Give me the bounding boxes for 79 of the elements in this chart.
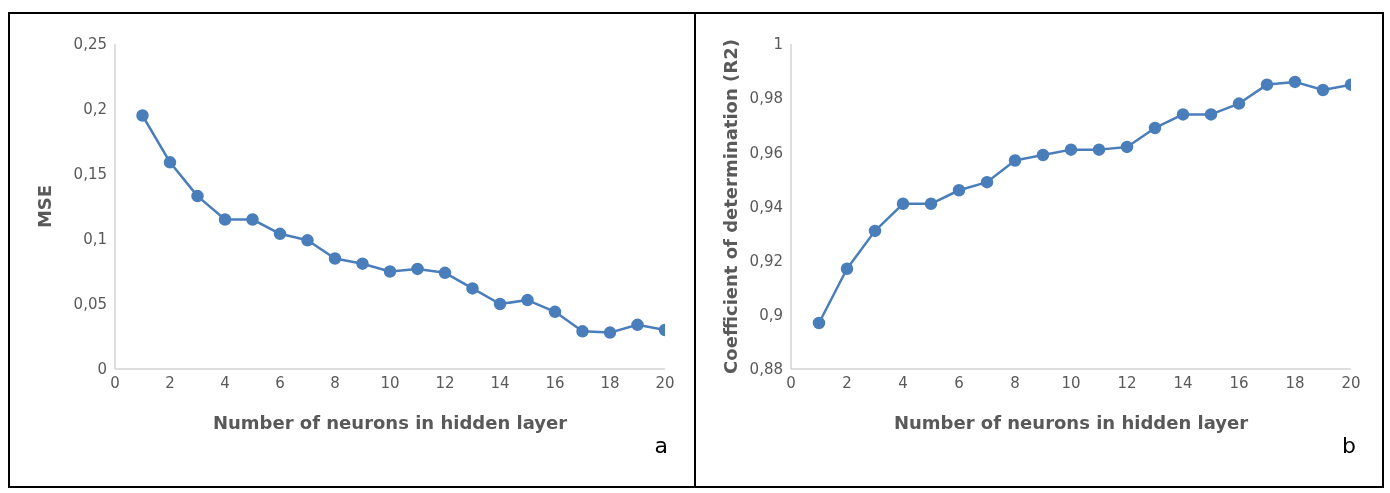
y-tick-label: 1 — [773, 35, 783, 54]
point — [1120, 140, 1134, 154]
point — [273, 227, 287, 241]
x-tick-label: 20 — [1341, 373, 1361, 392]
point — [952, 184, 966, 197]
point — [411, 262, 424, 276]
x-tick-label: 10 — [1061, 373, 1081, 392]
point — [383, 265, 397, 278]
point — [301, 234, 314, 247]
point — [1204, 108, 1218, 121]
point — [466, 282, 479, 295]
y-tick-label: 0 — [97, 360, 107, 379]
point — [924, 197, 938, 211]
x-axis-title: Number of neurons in hidden layer — [212, 412, 568, 433]
point — [896, 197, 910, 211]
point — [521, 293, 534, 307]
point — [812, 316, 826, 330]
point — [548, 305, 562, 319]
point — [328, 252, 342, 265]
x-tick-label: 12 — [1117, 373, 1137, 392]
point — [1148, 121, 1162, 135]
point — [1036, 148, 1050, 162]
x-tick-label: 6 — [954, 373, 964, 392]
point — [493, 297, 507, 311]
y-tick-label: 0,15 — [73, 165, 107, 184]
point — [576, 325, 589, 338]
point — [356, 257, 369, 270]
y-tick-label: 0,1 — [83, 230, 107, 249]
point — [840, 262, 854, 276]
y-tick-label: 0,92 — [749, 251, 783, 270]
point — [1064, 143, 1078, 156]
text: b — [1342, 433, 1356, 458]
y-tick-label: 0,98 — [749, 89, 783, 108]
x-tick-label: 8 — [330, 373, 340, 392]
y-axis-title: MSE — [34, 184, 56, 229]
point — [1176, 108, 1190, 121]
x-tick-label: 18 — [600, 373, 620, 392]
point — [1232, 97, 1246, 110]
x-tick-label: 10 — [380, 373, 400, 392]
point — [246, 213, 259, 226]
point — [1260, 78, 1274, 91]
y-tick-label: 0,25 — [73, 35, 107, 54]
x-tick-label: 0 — [786, 373, 796, 392]
x-axis-title: Number of neurons in hidden layer — [893, 412, 1249, 433]
y-tick-label: 0,94 — [749, 197, 783, 216]
x-tick-label: 0 — [110, 373, 120, 392]
x-tick-label: 16 — [1229, 373, 1249, 392]
x-tick-label: 6 — [275, 373, 285, 392]
point — [1092, 143, 1106, 156]
x-tick-label: 12 — [435, 373, 455, 392]
x-tick-label: 2 — [165, 373, 175, 392]
x-tick-label: 14 — [1173, 373, 1193, 392]
x-tick-label: 4 — [898, 373, 908, 392]
point — [438, 266, 452, 280]
point — [218, 213, 232, 226]
text: a — [654, 433, 668, 458]
x-tick-label: 16 — [545, 373, 565, 392]
point — [191, 189, 204, 203]
y-tick-label: 0,9 — [759, 306, 783, 325]
y-axis-title: Coefficient of determination (R2) — [720, 39, 742, 374]
y-tick-label: 0,2 — [83, 100, 107, 119]
x-tick-label: 8 — [1010, 373, 1020, 392]
x-tick-label: 14 — [490, 373, 510, 392]
point — [980, 175, 994, 189]
point — [1008, 154, 1022, 167]
x-tick-label: 18 — [1285, 373, 1305, 392]
y-tick-label: 0,88 — [749, 360, 783, 379]
y-tick-label: 0,96 — [749, 143, 783, 162]
point — [1316, 83, 1330, 97]
x-tick-label: 2 — [842, 373, 852, 392]
point — [868, 224, 882, 238]
point — [1288, 75, 1302, 89]
x-tick-label: 4 — [220, 373, 230, 392]
y-tick-label: 0,05 — [73, 295, 107, 314]
point — [603, 326, 617, 339]
x-tick-label: 20 — [655, 373, 675, 392]
point — [631, 318, 644, 332]
point — [163, 156, 177, 169]
point — [136, 109, 149, 122]
